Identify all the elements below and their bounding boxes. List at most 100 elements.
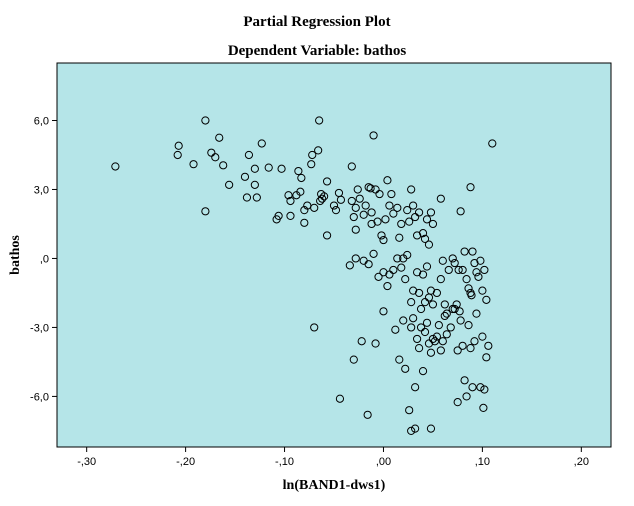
data-point [430, 337, 440, 346]
data-point [466, 344, 475, 353]
data-point [310, 323, 319, 332]
data-point [201, 116, 210, 125]
data-point [242, 193, 252, 202]
data-point [474, 272, 483, 281]
data-point [462, 275, 471, 284]
data-point [478, 332, 487, 341]
data-point [440, 300, 449, 309]
data-point [450, 258, 459, 268]
data-point [320, 192, 329, 201]
data-point [364, 260, 373, 269]
data-point [418, 270, 428, 279]
data-point [450, 304, 459, 314]
data-point [466, 183, 475, 192]
data-point [381, 215, 390, 224]
data-point [456, 207, 465, 216]
data-points [111, 116, 497, 436]
data-point [397, 263, 406, 272]
data-point [413, 268, 422, 277]
data-point [363, 410, 372, 419]
y-tick-label: 3,0 [34, 184, 49, 196]
data-point [367, 208, 376, 217]
data-point [440, 311, 449, 321]
data-point [401, 364, 410, 373]
data-point [225, 180, 234, 189]
data-point [426, 348, 436, 357]
data-point [470, 258, 479, 268]
data-point [420, 327, 430, 337]
y-axis: 6,0 3,0 ,0 -3,0 -6,0 [30, 115, 57, 403]
data-point [351, 254, 360, 263]
data-point [460, 247, 469, 256]
data-point [403, 206, 412, 215]
data-point [438, 337, 447, 346]
data-point [257, 139, 266, 148]
data-point [335, 394, 345, 403]
data-point [300, 218, 309, 227]
data-point [359, 210, 368, 219]
data-point [347, 162, 356, 171]
data-point [286, 211, 295, 221]
data-point [482, 353, 491, 362]
data-point [385, 201, 394, 210]
data-point [416, 304, 426, 314]
data-point [401, 275, 410, 284]
data-point [322, 177, 332, 186]
data-point [478, 286, 487, 295]
data-point [215, 133, 224, 142]
data-point [411, 383, 420, 392]
data-point [250, 164, 259, 173]
data-point [476, 383, 485, 392]
data-point [349, 212, 358, 222]
data-point [414, 208, 424, 217]
data-point [322, 231, 332, 240]
chart-title: Partial Regression Plot [243, 14, 391, 30]
data-point [174, 141, 183, 150]
data-point [409, 201, 418, 210]
data-point [432, 288, 441, 298]
x-tick-label: ,10 [475, 456, 490, 468]
data-point [244, 150, 254, 160]
data-point [452, 300, 461, 309]
data-point [438, 256, 447, 265]
data-point [422, 262, 432, 271]
data-point [476, 256, 485, 265]
data-point [389, 265, 398, 275]
data-point [189, 160, 198, 169]
data-point [413, 334, 422, 344]
data-point [387, 189, 396, 199]
data-point [413, 231, 422, 240]
data-point [418, 229, 428, 238]
data-point [442, 330, 451, 339]
data-point [444, 265, 453, 275]
data-point [405, 406, 414, 415]
data-point [331, 206, 341, 215]
y-tick-label: -6,0 [30, 391, 49, 403]
data-point [369, 249, 378, 258]
data-point [111, 162, 120, 171]
data-point [428, 219, 438, 229]
data-point [414, 344, 424, 353]
data-point [308, 150, 317, 160]
data-point [407, 185, 416, 194]
chart-subtitle: Dependent Variable: bathos [227, 43, 407, 59]
x-axis-title: ln(BAND1-dws1) [283, 478, 386, 493]
data-point [409, 314, 418, 323]
data-point [211, 153, 220, 162]
data-point [458, 265, 467, 275]
data-point [294, 166, 303, 176]
data-point [397, 219, 406, 229]
data-point [371, 339, 380, 348]
data-point [472, 309, 481, 318]
data-point [369, 131, 378, 140]
data-point [403, 250, 412, 260]
x-tick-label: -,20 [176, 456, 195, 468]
data-point [345, 261, 354, 270]
data-point [468, 383, 477, 392]
data-point [432, 332, 441, 341]
data-point [250, 180, 259, 189]
data-point [374, 272, 383, 281]
data-point [424, 240, 434, 249]
data-point [351, 225, 360, 234]
